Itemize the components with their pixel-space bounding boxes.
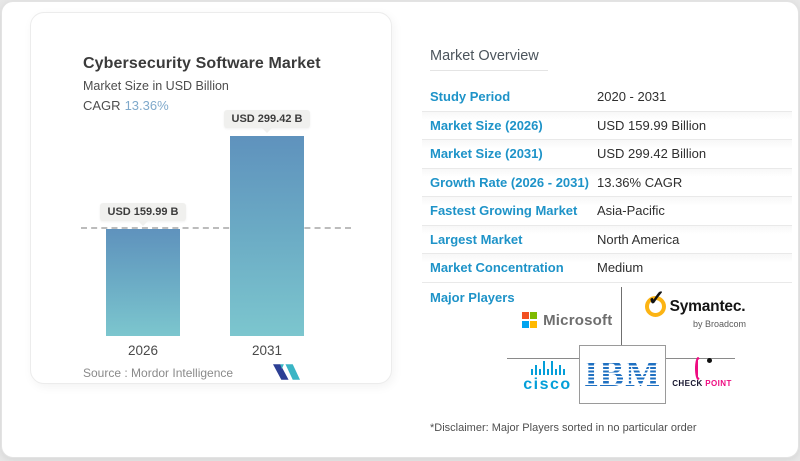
heading-divider bbox=[430, 70, 548, 71]
cagr-value: 13.36% bbox=[124, 98, 169, 113]
bar-column-2026: USD 159.99 B bbox=[99, 203, 187, 336]
reference-dashed-line bbox=[81, 227, 351, 229]
symantec-check-circle-icon: ✓ bbox=[644, 288, 666, 317]
row-value: Medium bbox=[597, 260, 644, 276]
ibm-logo: IBM bbox=[584, 356, 661, 393]
cisco-logo: cisco bbox=[510, 360, 585, 394]
row-value: USD 159.99 Billion bbox=[597, 117, 707, 133]
chart-cagr-line: CAGR 13.36% bbox=[83, 98, 321, 113]
symantec-wordmark: Symantec. bbox=[669, 297, 746, 315]
microsoft-wordmark: Microsoft bbox=[543, 311, 613, 329]
symantec-by-broadcom: by Broadcom bbox=[692, 319, 746, 329]
row-label: Study Period bbox=[430, 89, 511, 105]
mordor-intelligence-logo-icon bbox=[273, 364, 300, 380]
row-market-size-2026: Market Size (2026) USD 159.99 Billion bbox=[422, 111, 792, 140]
row-label: Market Concentration bbox=[430, 260, 564, 276]
ibm-logo-box: IBM bbox=[579, 345, 666, 404]
row-label: Largest Market bbox=[430, 231, 523, 247]
x-axis-label-2026: 2026 bbox=[127, 343, 159, 358]
overview-table: Study Period 2020 - 2031 Market Size (20… bbox=[422, 83, 792, 283]
microsoft-logo: Microsoft bbox=[507, 306, 627, 334]
row-value: North America bbox=[597, 231, 680, 247]
cisco-bars-icon bbox=[530, 360, 565, 375]
chart-subtitle: Market Size in USD Billion bbox=[83, 79, 229, 93]
row-value: Asia-Pacific bbox=[597, 203, 665, 219]
bar-2031 bbox=[230, 136, 304, 336]
row-value: 13.36% CAGR bbox=[597, 174, 683, 190]
row-label: Growth Rate (2026 - 2031) bbox=[430, 174, 589, 190]
major-players-label: Major Players bbox=[430, 290, 515, 305]
check-point-mark-icon bbox=[694, 357, 712, 380]
market-overview-panel: Market Overview Study Period 2020 - 2031… bbox=[422, 2, 794, 461]
cagr-label: CAGR bbox=[83, 98, 121, 113]
bar-value-callout-2031: USD 299.42 B bbox=[223, 110, 311, 128]
market-size-chart-card: Cybersecurity Software Market Market Siz… bbox=[30, 12, 392, 384]
row-label: Market Size (2031) bbox=[430, 146, 543, 162]
source-attribution: Source : Mordor Intelligence bbox=[83, 366, 234, 380]
ibm-wordmark: IBM bbox=[584, 354, 661, 395]
row-value: USD 299.42 Billion bbox=[597, 146, 707, 162]
row-label: Market Size (2026) bbox=[430, 117, 543, 133]
chart-header: Cybersecurity Software Market Market Siz… bbox=[83, 55, 321, 113]
players-grid-vertical-divider bbox=[621, 287, 622, 345]
row-growth-rate: Growth Rate (2026 - 2031) 13.36% CAGR bbox=[422, 168, 792, 197]
row-study-period: Study Period 2020 - 2031 bbox=[422, 83, 792, 112]
callout-arrow-icon bbox=[262, 128, 272, 133]
cisco-wordmark: cisco bbox=[523, 376, 572, 393]
bar-value-callout-2026: USD 159.99 B bbox=[99, 203, 187, 221]
check-point-logo: CHECK POINT bbox=[667, 357, 737, 388]
symantec-logo: ✓ Symantec. by Broadcom bbox=[630, 288, 760, 329]
bar-column-2031: USD 299.42 B bbox=[223, 110, 311, 336]
bar-2026 bbox=[106, 229, 180, 336]
row-market-concentration: Market Concentration Medium bbox=[422, 254, 792, 283]
row-market-size-2031: Market Size (2031) USD 299.42 Billion bbox=[422, 140, 792, 169]
check-point-wordmark: CHECK POINT bbox=[672, 379, 732, 388]
row-fastest-growing-market: Fastest Growing Market Asia-Pacific bbox=[422, 197, 792, 226]
row-largest-market: Largest Market North America bbox=[422, 225, 792, 254]
row-value: 2020 - 2031 bbox=[597, 89, 667, 105]
disclaimer-text: *Disclaimer: Major Players sorted in no … bbox=[430, 422, 697, 434]
row-label: Fastest Growing Market bbox=[430, 203, 578, 219]
microsoft-squares-icon bbox=[521, 312, 538, 328]
overview-heading: Market Overview bbox=[430, 48, 539, 64]
callout-arrow-icon bbox=[138, 221, 148, 226]
chart-title: Cybersecurity Software Market bbox=[83, 55, 321, 72]
x-axis-label-2031: 2031 bbox=[251, 343, 283, 358]
